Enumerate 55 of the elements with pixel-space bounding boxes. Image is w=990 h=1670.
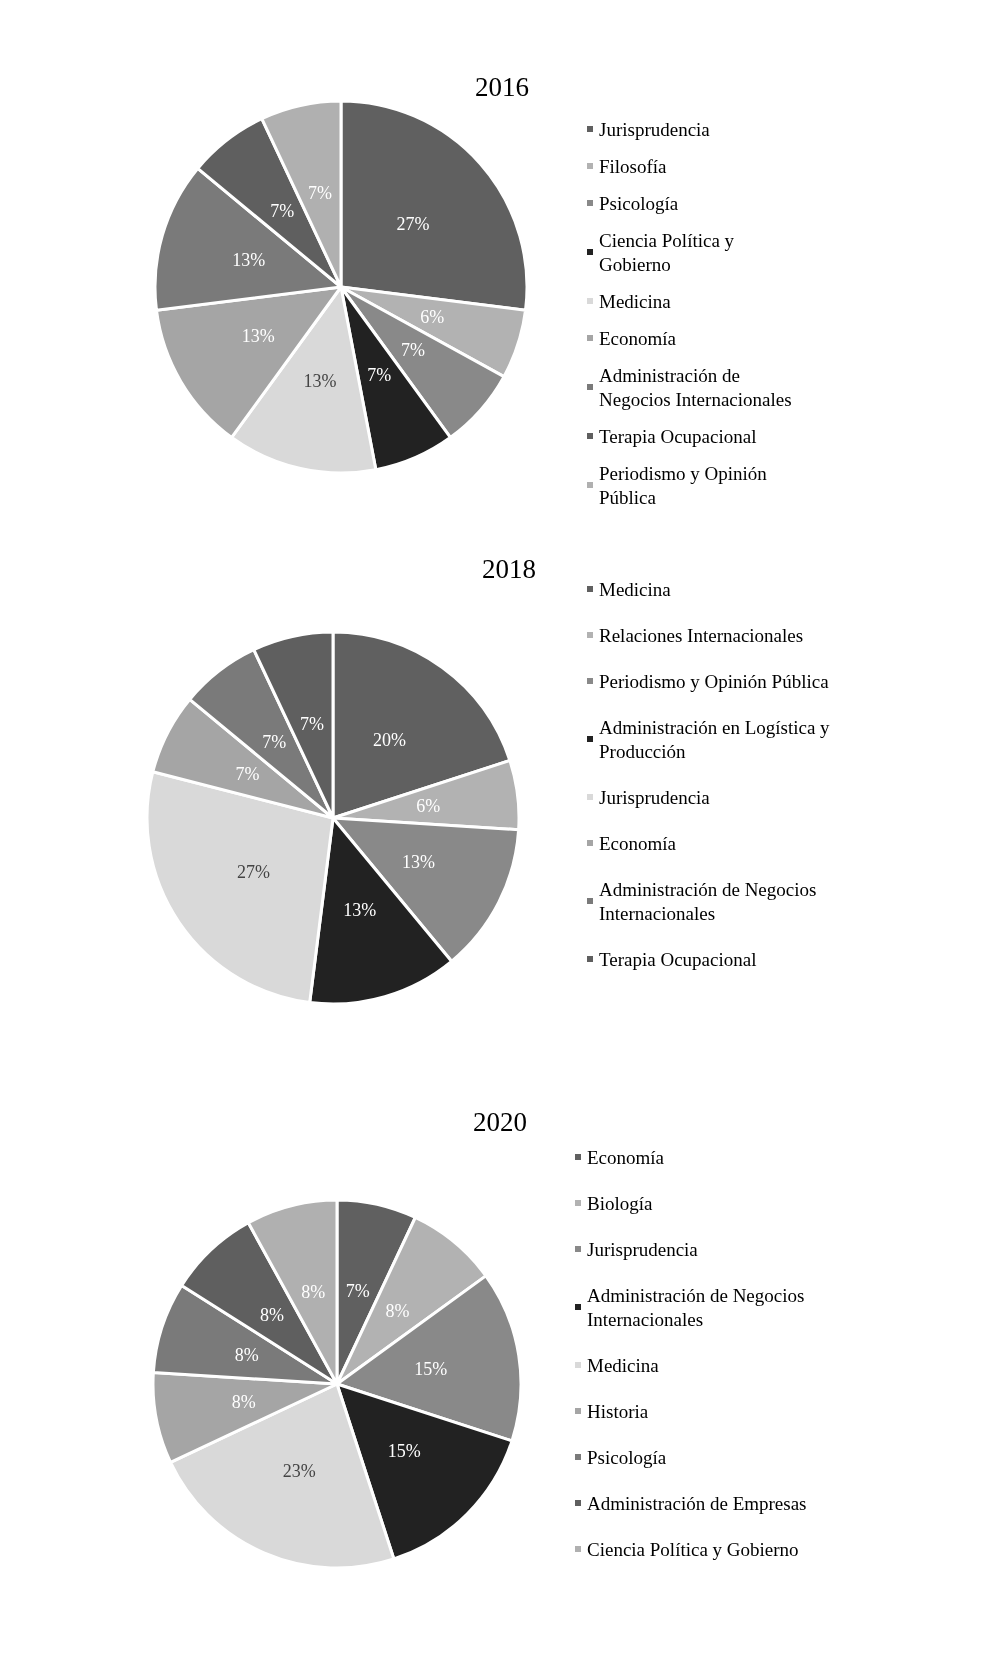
legend-label: Medicina: [587, 1354, 660, 1376]
legend-label: Periodismo y Opinión Pública: [599, 462, 772, 508]
data-label: 27%: [396, 213, 430, 234]
data-label: 6%: [416, 795, 441, 816]
legend-label: Relaciones Internacionales: [599, 624, 804, 646]
data-label: 8%: [385, 1300, 410, 1321]
legend-label: Terapia Ocupacional: [599, 948, 757, 970]
legend-label: Medicina: [599, 578, 672, 600]
legend-label: Administración en Logística y Producción: [599, 716, 835, 762]
data-label: 15%: [414, 1359, 448, 1380]
data-label: 13%: [241, 325, 275, 346]
data-label: 23%: [282, 1461, 316, 1482]
data-label: 27%: [237, 861, 271, 882]
data-label: 7%: [401, 340, 426, 361]
legend-label: Administración de Empresas: [587, 1492, 807, 1514]
legend-label: Economía: [599, 832, 677, 854]
legend-label: Terapia Ocupacional: [599, 425, 757, 447]
data-label: 7%: [345, 1281, 370, 1302]
data-label: 8%: [301, 1281, 326, 1302]
data-label: 8%: [231, 1391, 256, 1412]
legend-label: Medicina: [599, 290, 672, 312]
legend-label: Jurisprudencia: [599, 786, 711, 808]
legend-label: Psicología: [599, 192, 679, 214]
data-label: 7%: [367, 365, 392, 386]
legend-label: Jurisprudencia: [599, 118, 711, 140]
data-label: 20%: [372, 730, 406, 751]
data-label: 13%: [402, 851, 436, 872]
chart-title: 2020: [473, 1106, 527, 1137]
data-label: 13%: [303, 370, 337, 391]
legend-label: Periodismo y Opinión Pública: [599, 670, 830, 692]
chart-title: 2016: [475, 71, 529, 102]
chart-title: 2018: [482, 553, 536, 584]
legend-label: Economía: [587, 1146, 665, 1168]
data-label: 8%: [234, 1344, 259, 1365]
data-label: 7%: [300, 714, 325, 735]
data-label: 7%: [270, 201, 295, 222]
legend-label: Ciencia Política y Gobierno: [587, 1538, 799, 1560]
data-label: 15%: [387, 1441, 421, 1462]
legend-label: Filosofía: [599, 155, 668, 177]
data-label: 7%: [308, 183, 333, 204]
legend-label: Administración de Negocios Internacionales: [587, 1284, 810, 1330]
legend-label: Biología: [587, 1192, 654, 1214]
legend-label: Psicología: [587, 1446, 667, 1468]
legend-label: Jurisprudencia: [587, 1238, 699, 1260]
legend-label: Administración de Negocios Internacionales: [599, 878, 822, 924]
data-label: 13%: [343, 900, 377, 921]
data-label: 8%: [259, 1304, 284, 1325]
legend-label: Ciencia Política y Gobierno: [599, 229, 739, 275]
legend-label: Economía: [599, 327, 677, 349]
data-label: 6%: [420, 306, 445, 327]
data-label: 7%: [262, 732, 287, 753]
legend-label: Historia: [587, 1400, 649, 1422]
data-label: 13%: [232, 250, 266, 271]
data-label: 7%: [235, 764, 260, 785]
legend-label: Administración de Negocios Internacionales: [599, 364, 792, 410]
